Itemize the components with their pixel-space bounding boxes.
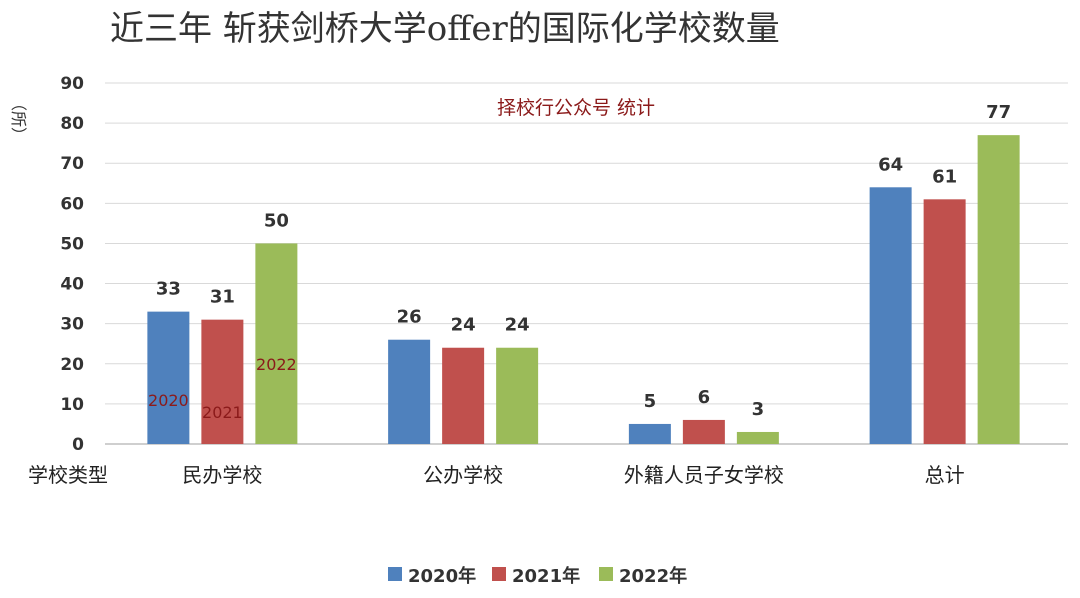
bar-2-2020年 bbox=[388, 339, 431, 444]
y-tick-90: 90 bbox=[60, 74, 84, 94]
bar-3-2020年 bbox=[628, 423, 671, 444]
legend-label-2022年: 2022年 bbox=[619, 565, 687, 587]
value-label-3-2022年: 3 bbox=[752, 399, 765, 420]
in-bar-label-2022: 2022 bbox=[256, 355, 297, 374]
legend-swatch-2022年 bbox=[599, 567, 613, 581]
bar-3-2022年 bbox=[736, 431, 779, 444]
y-tick-70: 70 bbox=[60, 154, 84, 174]
legend-swatch-2020年 bbox=[388, 567, 402, 581]
bar-4-2021年 bbox=[923, 199, 966, 444]
bars bbox=[147, 135, 1020, 445]
x-axis-label: 学校类型 bbox=[28, 463, 108, 487]
y-tick-60: 60 bbox=[60, 194, 84, 214]
legend-label-2020年: 2020年 bbox=[408, 565, 476, 587]
category-labels: 民办学校 公办学校 外籍人员子女学校 总计 bbox=[182, 463, 964, 487]
bar-1-2022年 bbox=[255, 243, 298, 444]
bar-3-2021年 bbox=[682, 419, 725, 444]
value-labels: 33 31 50 26 24 24 5 6 3 64 61 77 bbox=[156, 102, 1011, 420]
in-bar-label-2020: 2020 bbox=[148, 391, 189, 410]
bar-4-2020年 bbox=[869, 187, 912, 445]
chart-title: 近三年 斩获剑桥大学offer的国际化学校数量 bbox=[110, 9, 780, 49]
in-bar-label-2021: 2021 bbox=[202, 403, 243, 422]
value-label-1-2020年: 33 bbox=[156, 279, 181, 300]
value-label-4-2021年: 61 bbox=[932, 166, 957, 187]
value-label-2-2021年: 24 bbox=[451, 315, 476, 336]
y-tick-40: 40 bbox=[60, 275, 84, 295]
y-tick-20: 20 bbox=[60, 355, 84, 375]
category-label-3: 外籍人员子女学校 bbox=[624, 463, 784, 487]
category-label-1: 民办学校 bbox=[182, 463, 262, 487]
bar-1-2021年 bbox=[201, 319, 244, 444]
y-tick-0: 0 bbox=[72, 435, 84, 455]
category-label-2: 公办学校 bbox=[423, 463, 503, 487]
bar-2-2022年 bbox=[496, 347, 539, 444]
value-label-4-2020年: 64 bbox=[878, 154, 903, 175]
bar-4-2022年 bbox=[977, 135, 1020, 444]
value-label-2-2022年: 24 bbox=[505, 315, 530, 336]
y-tick-80: 80 bbox=[60, 114, 84, 134]
y-tick-30: 30 bbox=[60, 315, 84, 335]
legend: 2020年 2021年 2022年 bbox=[388, 565, 687, 587]
y-tick-10: 10 bbox=[60, 395, 84, 415]
in-bar-year-labels: 2020 2021 2022 bbox=[148, 355, 297, 422]
value-label-4-2022年: 77 bbox=[986, 102, 1011, 123]
gridlines bbox=[105, 82, 1068, 445]
bar-1-2020年 bbox=[147, 311, 190, 444]
value-label-1-2022年: 50 bbox=[264, 210, 289, 231]
value-label-2-2020年: 26 bbox=[397, 307, 422, 328]
y-tick-labels: 0 10 20 30 40 50 60 70 80 90 bbox=[60, 74, 84, 455]
value-label-3-2020年: 5 bbox=[644, 391, 657, 412]
category-label-4: 总计 bbox=[925, 463, 965, 487]
value-label-1-2021年: 31 bbox=[210, 287, 235, 308]
legend-label-2021年: 2021年 bbox=[512, 565, 580, 587]
y-tick-50: 50 bbox=[60, 234, 84, 254]
value-label-3-2021年: 6 bbox=[698, 387, 711, 408]
y-axis-unit: （所） bbox=[9, 95, 28, 143]
bar-2-2021年 bbox=[442, 347, 485, 444]
source-annotation: 择校行公众号 统计 bbox=[497, 97, 655, 119]
legend-swatch-2021年 bbox=[492, 567, 506, 581]
